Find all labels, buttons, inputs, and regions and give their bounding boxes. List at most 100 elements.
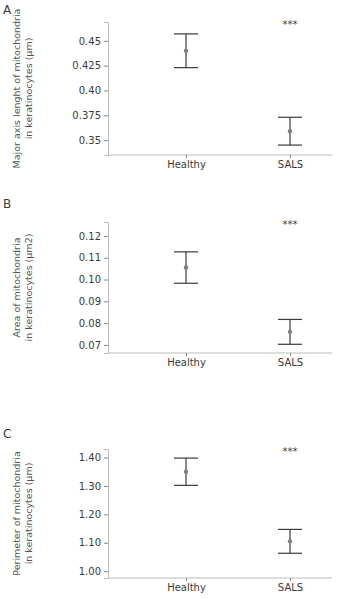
point: [288, 129, 292, 133]
error-cap: [174, 485, 198, 486]
marks: [174, 252, 302, 344]
y-tick: 0.35: [79, 135, 108, 146]
y-tick-label: 1.10: [79, 537, 101, 548]
y-tick: 0.07: [79, 340, 108, 351]
y-axis-title: Area of mitochondria: [11, 238, 22, 338]
y-axis-title: in keratinocytes (µm2): [23, 234, 34, 342]
error-cap: [278, 553, 302, 554]
y-tick-label: 0.07: [79, 340, 101, 351]
y-tick-label: 1.00: [79, 566, 101, 577]
y-tick-mark: [104, 543, 108, 544]
x-tick: SALS: [278, 578, 303, 593]
y-tick-label: 1.40: [79, 452, 101, 463]
y-tick-mark: [104, 66, 108, 67]
y-tick-label: 0.11: [79, 252, 101, 263]
annotation: ***: [283, 446, 298, 457]
error-cap: [174, 283, 198, 284]
error-cap: [278, 319, 302, 320]
y-tick-label: 0.40: [79, 85, 101, 96]
error-cap: [174, 457, 198, 458]
y-tick-mark: [104, 115, 108, 116]
y-tick-label: 0.375: [72, 110, 101, 121]
y-tick-mark: [104, 90, 108, 91]
y-axis: 0.35 0.375 0.40 0.425 0.45: [72, 23, 108, 156]
y-tick: 1.10: [79, 537, 108, 548]
y-tick: 0.10: [79, 274, 108, 285]
y-tick-mark: [104, 236, 108, 237]
x-tick-label: Healthy: [167, 357, 206, 368]
x-tick-label: SALS: [278, 582, 303, 593]
panel-letter: B: [3, 197, 11, 211]
x-axis-line: [108, 155, 332, 156]
x-axis: Healthy SALS: [167, 353, 303, 368]
point: [288, 539, 292, 543]
y-tick: 0.40: [79, 85, 108, 96]
y-tick-label: 0.45: [79, 36, 101, 47]
x-tick-mark: [186, 353, 187, 356]
y-tick: 0.08: [79, 318, 108, 329]
panel: AMajor axis lenght of mitochondriain ker…: [3, 3, 332, 170]
x-tick-mark: [290, 353, 291, 356]
y-tick-mark: [104, 280, 108, 281]
y-tick-label: 0.09: [79, 296, 101, 307]
y-axis-line: [104, 450, 109, 579]
figure: AMajor axis lenght of mitochondriain ker…: [0, 0, 337, 599]
error-cap: [278, 529, 302, 530]
y-tick: 0.09: [79, 296, 108, 307]
point: [184, 265, 188, 269]
annotation: ***: [283, 219, 298, 230]
y-tick: 0.11: [79, 252, 108, 263]
x-tick: Healthy: [167, 155, 206, 170]
error-cap: [174, 67, 198, 68]
x-tick: Healthy: [167, 578, 206, 593]
y-axis-line: [104, 223, 109, 354]
x-tick-mark: [290, 578, 291, 581]
error-cap: [174, 251, 198, 252]
y-tick: 1.30: [79, 481, 108, 492]
point: [184, 470, 188, 474]
y-axis-title: Major axis lenght of mitochondria: [11, 9, 22, 169]
x-tick: SALS: [278, 353, 303, 368]
y-tick: 0.375: [72, 110, 108, 121]
y-tick-mark: [104, 323, 108, 324]
y-axis-title: Perimeter of mitochondria: [11, 451, 22, 575]
annotation: ***: [283, 19, 298, 30]
y-tick-label: 0.10: [79, 274, 101, 285]
x-tick-label: Healthy: [167, 159, 206, 170]
y-tick: 1.20: [79, 509, 108, 520]
y-tick-mark: [104, 486, 108, 487]
x-axis-line: [108, 578, 332, 579]
y-axis-title: in keratinocytes (µm): [23, 463, 34, 565]
y-tick-label: 0.425: [72, 60, 101, 71]
marks: [174, 34, 302, 145]
y-axis-title: in keratinocytes (µm): [23, 38, 34, 140]
y-tick-mark: [104, 345, 108, 346]
y-tick-label: 0.08: [79, 318, 101, 329]
y-tick: 0.425: [72, 60, 108, 71]
y-tick-label: 0.35: [79, 135, 101, 146]
y-tick-mark: [104, 514, 108, 515]
panel: B Area of mitochondriain keratinocytes (µ…: [3, 197, 332, 368]
y-tick-label: 1.20: [79, 509, 101, 520]
y-axis: 0.070.080.090.100.110.12: [79, 223, 109, 354]
x-axis: Healthy SALS: [167, 155, 303, 170]
x-tick-label: SALS: [278, 357, 303, 368]
y-tick-mark: [104, 301, 108, 302]
error-cap: [174, 33, 198, 34]
y-tick: 0.45: [79, 36, 108, 47]
x-tick-mark: [186, 578, 187, 581]
x-tick: Healthy: [167, 353, 206, 368]
y-tick-label: 1.30: [79, 481, 101, 492]
x-axis-line: [108, 353, 332, 354]
panel: CPerimeter of mitochondriain keratinocyt…: [3, 427, 332, 593]
y-axis: 1.00 1.10 1.20 1.30 1.40: [79, 450, 109, 579]
point: [184, 49, 188, 53]
y-tick-mark: [104, 41, 108, 42]
error-cap: [278, 144, 302, 145]
marks: [174, 458, 302, 553]
x-tick-label: SALS: [278, 159, 303, 170]
y-tick-mark: [104, 258, 108, 259]
x-tick-label: Healthy: [167, 582, 206, 593]
y-tick-mark: [104, 571, 108, 572]
point: [288, 330, 292, 334]
